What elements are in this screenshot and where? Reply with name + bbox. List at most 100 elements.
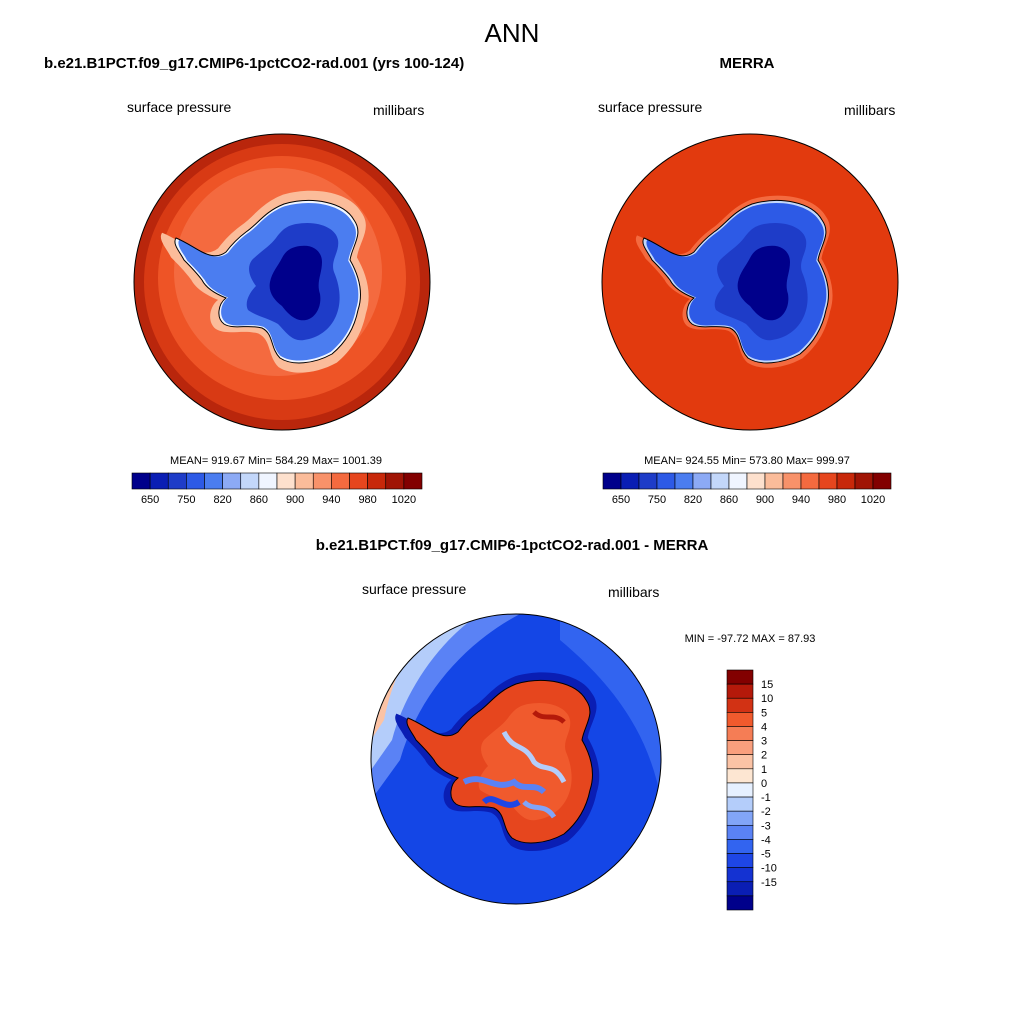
colorbar-tick-label: -1: [761, 792, 771, 804]
colorbar-box: [726, 853, 754, 868]
panel-difference: b.e21.B1PCT.f09_g17.CMIP6-1pctCO2-rad.00…: [316, 537, 816, 911]
diff-streak: [522, 800, 557, 819]
diff-streak: [501, 730, 567, 784]
colorbar-tick-label: 1020: [861, 494, 885, 506]
colorbar-tick-label: -5: [761, 849, 771, 861]
colorbar-box: [726, 810, 754, 826]
polar-map: [371, 614, 661, 904]
colorbar-box: [656, 472, 676, 490]
colorbar-box: [167, 472, 187, 490]
colorbar-box: [726, 768, 754, 784]
colorbar: 650 750 820 860 900 940 980 1020: [131, 472, 423, 506]
colorbar-box: [746, 472, 766, 490]
units-label: millibars: [844, 102, 895, 118]
diff-streak: [481, 796, 521, 808]
colorbar-box: [872, 472, 892, 490]
colorbar-tick-label: 900: [756, 494, 774, 506]
colorbar-box: [728, 472, 748, 490]
colorbar-tick-label: 900: [286, 494, 304, 506]
colorbar-tick-label: 750: [177, 494, 195, 506]
colorbar-tick-label: 860: [250, 494, 268, 506]
polar-map: [602, 134, 898, 430]
panel-model: b.e21.B1PCT.f09_g17.CMIP6-1pctCO2-rad.00…: [44, 55, 464, 506]
colorbar-box: [764, 472, 784, 490]
colorbar-box: [149, 472, 169, 490]
colorbar-box: [692, 472, 712, 490]
colorbar-box: [818, 472, 838, 490]
colorbar-box: [726, 796, 754, 812]
colorbar-box: [726, 740, 754, 756]
colorbar-box: [836, 472, 856, 490]
colorbar-box: [726, 839, 754, 854]
colorbar-tick-label: 0: [761, 778, 767, 790]
colorbar-tick-label: 750: [648, 494, 666, 506]
colorbar-tick-label: -3: [761, 820, 771, 832]
units-label: millibars: [608, 584, 659, 600]
colorbar-box: [726, 895, 754, 911]
colorbar-box: [710, 472, 730, 490]
colorbar-box: [726, 754, 754, 770]
variable-label: surface pressure: [362, 581, 466, 597]
colorbar-box: [674, 472, 694, 490]
polar-map: [134, 134, 430, 430]
variable-label: surface pressure: [598, 99, 702, 115]
map-boundary: [370, 613, 662, 905]
colorbar-box: [620, 472, 640, 490]
diff-streak: [532, 710, 566, 724]
colorbar-tick-label: -2: [761, 806, 771, 818]
colorbar-box: [204, 472, 223, 490]
colorbar-box: [638, 472, 658, 490]
colorbar-tick-label: 15: [761, 679, 773, 691]
colorbar-tick-label: 820: [213, 494, 231, 506]
colorbar-tick-label: -10: [761, 863, 777, 875]
panel-title: b.e21.B1PCT.f09_g17.CMIP6-1pctCO2-rad.00…: [44, 55, 464, 72]
colorbar-box: [782, 472, 802, 490]
colorbar-box: [403, 472, 423, 490]
panel-merra: MERRA surface pressure millibars MEAN= 9…: [598, 55, 899, 506]
colorbar-box: [726, 669, 754, 685]
panel-stats: MEAN= 924.55 Min= 573.80 Max= 999.97: [644, 455, 850, 467]
colorbar-box: [800, 472, 820, 490]
colorbar-tick-label: 980: [828, 494, 846, 506]
colorbar-box: [331, 472, 350, 490]
units-label: millibars: [373, 102, 424, 118]
colorbar-tick-label: 5: [761, 707, 767, 719]
colorbar-box: [726, 782, 754, 798]
colorbar-tick-label: 860: [720, 494, 738, 506]
colorbar-tick-label: 10: [761, 693, 773, 705]
colorbar-box: [294, 472, 314, 490]
colorbar-tick-label: 1: [761, 764, 767, 776]
colorbar-box: [726, 881, 754, 897]
colorbar-tick-label: 1020: [392, 494, 416, 506]
panel-stats: MEAN= 919.67 Min= 584.29 Max= 1001.39: [170, 455, 382, 467]
map-boundary: [601, 133, 899, 431]
colorbar-box: [276, 472, 296, 490]
colorbar-tick-label: 4: [761, 721, 767, 733]
colorbar-box: [602, 472, 622, 490]
colorbar-tick-label: 820: [684, 494, 702, 506]
colorbar-box: [367, 472, 387, 490]
colorbar-tick-label: 940: [322, 494, 340, 506]
colorbar-box: [726, 867, 754, 883]
colorbar-box: [726, 712, 754, 727]
colorbar-box: [240, 472, 260, 490]
colorbar-tick-label: 980: [358, 494, 376, 506]
diff-streak: [462, 776, 547, 795]
colorbar-box: [385, 472, 405, 490]
colorbar-box: [131, 472, 151, 490]
colorbar-tick-label: 650: [612, 494, 630, 506]
colorbar: 650 750 820 860 900 940 980 1020: [602, 472, 892, 506]
colorbar-box: [222, 472, 242, 490]
colorbar-box: [258, 472, 278, 490]
colorbar-box: [726, 726, 754, 741]
colorbar-tick-label: 2: [761, 750, 767, 762]
panel-title: b.e21.B1PCT.f09_g17.CMIP6-1pctCO2-rad.00…: [316, 537, 709, 554]
antarctica: [395, 672, 600, 852]
map-boundary: [133, 133, 431, 431]
colorbar-box: [312, 472, 332, 490]
colorbar-tick-label: 940: [792, 494, 810, 506]
colorbar-tick-label: 3: [761, 736, 767, 748]
panel-stats: MIN = -97.72 MAX = 87.93: [685, 633, 816, 645]
colorbar-box: [726, 683, 754, 699]
